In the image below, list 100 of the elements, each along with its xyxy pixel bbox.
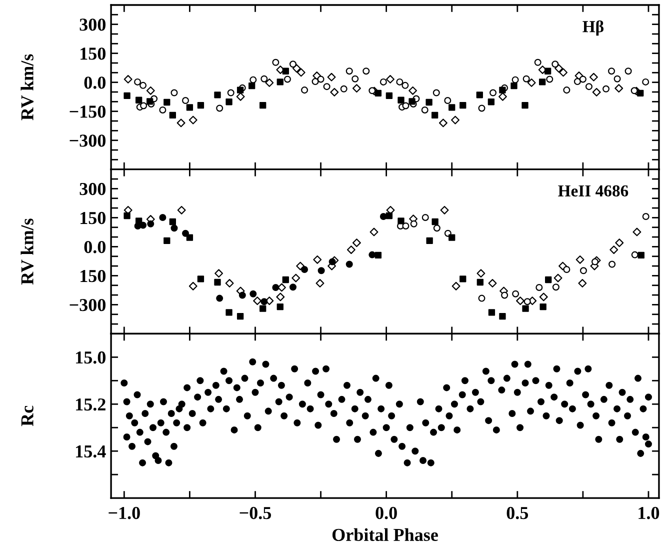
- point: [524, 298, 531, 306]
- point: [368, 251, 376, 258]
- point: [608, 68, 616, 75]
- y-tick-label: 0.0: [84, 240, 106, 254]
- point: [188, 116, 198, 124]
- point: [591, 258, 598, 266]
- point: [188, 282, 198, 290]
- point: [214, 278, 221, 286]
- point: [186, 104, 194, 111]
- point: [522, 102, 528, 109]
- point: [301, 266, 308, 273]
- point: [602, 85, 610, 92]
- point: [147, 220, 154, 228]
- y-tick-label: −300: [70, 134, 106, 147]
- point: [501, 292, 508, 299]
- point: [402, 82, 409, 89]
- point: [176, 118, 186, 128]
- point: [545, 276, 552, 284]
- y-axis-title: Rc: [21, 406, 34, 426]
- point: [490, 89, 497, 96]
- point: [538, 78, 546, 86]
- point: [368, 87, 376, 94]
- x-tick-label: 0.5: [506, 506, 528, 520]
- point: [260, 75, 268, 82]
- point: [638, 252, 644, 259]
- x-axis-title: Orbital Phase: [332, 528, 438, 542]
- point: [253, 296, 262, 306]
- x-tick-label: 1.0: [638, 506, 660, 520]
- point: [226, 309, 232, 316]
- annotation: HeII 4686: [558, 185, 628, 197]
- point: [216, 294, 224, 302]
- point: [576, 255, 584, 264]
- point: [248, 82, 256, 90]
- point: [250, 290, 257, 298]
- y-tick-label: 15.4: [76, 445, 106, 458]
- point: [615, 238, 624, 248]
- point: [510, 82, 518, 90]
- y-tick-label: −150: [70, 106, 106, 118]
- x-tick-label: −0.5: [240, 506, 272, 520]
- annotation: Hβ: [582, 20, 604, 36]
- y-tick-label: 300: [80, 182, 106, 196]
- point: [296, 68, 306, 77]
- point: [563, 266, 570, 273]
- point: [578, 278, 587, 288]
- point: [380, 78, 387, 86]
- point: [316, 278, 324, 288]
- point: [182, 97, 190, 104]
- point: [476, 269, 486, 278]
- point: [386, 92, 393, 100]
- point: [452, 282, 460, 290]
- point: [146, 98, 154, 105]
- point: [312, 78, 319, 86]
- y-tick-label: 0.0: [84, 76, 106, 89]
- point: [610, 246, 618, 254]
- point: [226, 98, 232, 106]
- y-tick-label: 15.0: [76, 351, 106, 364]
- point: [451, 116, 460, 124]
- point: [624, 68, 632, 75]
- point: [554, 64, 564, 73]
- x-tick-label: −1.0: [108, 506, 140, 520]
- point: [140, 102, 148, 110]
- point: [272, 284, 280, 291]
- point: [579, 76, 586, 83]
- point: [580, 267, 587, 274]
- point: [169, 218, 176, 226]
- point: [539, 292, 548, 302]
- y-axis-title: RV km/s: [20, 54, 34, 120]
- point: [182, 230, 190, 237]
- point: [352, 84, 361, 93]
- point: [292, 64, 301, 73]
- point: [554, 274, 562, 282]
- point: [318, 267, 325, 274]
- point: [236, 92, 245, 101]
- y-axis-title: RV km/s: [20, 218, 34, 285]
- point: [386, 212, 393, 220]
- point: [289, 60, 296, 68]
- point: [238, 292, 246, 299]
- point: [169, 112, 176, 119]
- point: [260, 298, 268, 306]
- point: [552, 60, 559, 68]
- point: [282, 276, 289, 284]
- point: [499, 312, 506, 320]
- point: [396, 78, 404, 86]
- point: [402, 222, 410, 230]
- point: [134, 78, 142, 86]
- point: [346, 260, 353, 268]
- point: [431, 112, 438, 119]
- point: [498, 92, 507, 101]
- point: [432, 89, 440, 96]
- x-tick-label: 0.0: [376, 506, 397, 520]
- point: [585, 83, 592, 90]
- point: [630, 87, 638, 94]
- point: [124, 212, 130, 220]
- point: [410, 220, 418, 228]
- point: [276, 292, 285, 302]
- point: [197, 276, 204, 282]
- point: [380, 213, 387, 220]
- point: [544, 68, 552, 74]
- point: [460, 276, 466, 282]
- point: [346, 246, 356, 254]
